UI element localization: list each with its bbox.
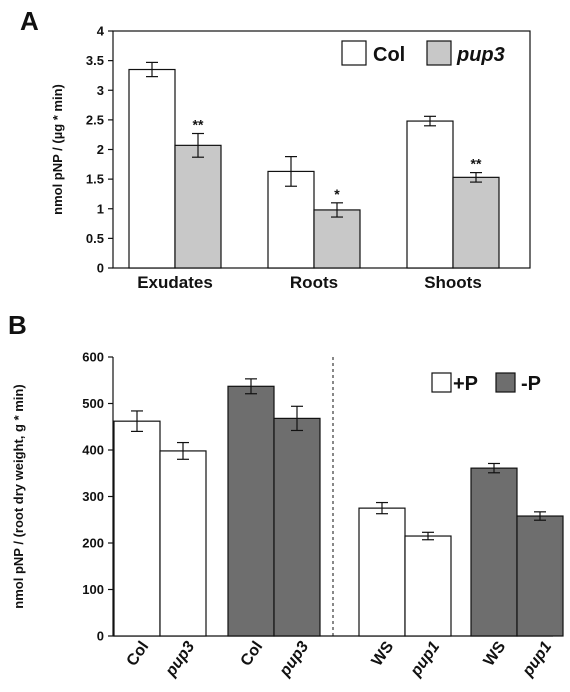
panel-a-letter: A [20,6,39,36]
y-tick-label: 3 [97,83,104,98]
bar-pup1-plus-p [404,535,452,637]
legend-swatch-minus-p [495,372,516,393]
x-category-label: pup3 [276,638,312,680]
bar-pup3-roots [313,209,361,269]
bar-col-minus-p [227,385,275,637]
significance-mark: * [334,186,340,202]
y-tick-label: 600 [82,350,104,365]
bar-ws-plus-p [358,507,406,637]
bar-pup3-minus-p [273,417,321,637]
y-tick-label: 100 [82,582,104,597]
bar-pup3-shoots [452,176,500,269]
panel-b-chart: 0 100 200 300 400 500 600 nmol pNP / (root dry … [11,350,564,680]
bar-col-plus-p [113,420,161,637]
y-tick-label: 200 [82,536,104,551]
y-tick-label: 400 [82,443,104,458]
legend-label-pup3: pup3 [456,44,505,66]
significance-mark: ** [471,156,482,172]
bar-pup3-exudates [174,144,222,269]
y-tick-label: 0.5 [86,231,104,246]
x-category-label: pup3 [162,638,198,680]
legend-label-plus-p: +P [453,373,478,395]
y-tick-label: 3.5 [86,53,104,68]
x-category-label: Roots [290,273,338,292]
legend-swatch-col [341,40,367,66]
y-tick-label: 500 [82,396,104,411]
x-category-label: Col [124,639,153,670]
bar-pup3-plus-p [159,450,207,637]
x-category-label: Col [238,639,267,670]
x-category-label: Exudates [137,273,213,292]
y-tick-label: 4 [97,24,105,39]
y-axis-label: nmol pNP / (µg * min) [50,84,65,215]
y-tick-label: 2 [97,142,104,157]
y-tick-label: 0 [97,261,104,276]
bar-pup1-minus-p [516,515,564,637]
y-axis-label: nmol pNP / (root dry weight, g * min) [11,384,26,608]
y-tick-label: 1.5 [86,172,104,187]
bar-col-exudates [128,68,176,269]
x-category-label: pup1 [407,638,443,680]
x-category-label: Shoots [424,273,482,292]
panel-b-letter: B [8,310,27,340]
bar-ws-minus-p [470,467,518,637]
bar-col-shoots [406,120,454,269]
significance-mark: ** [193,117,204,133]
legend-label-col: Col [373,44,405,66]
y-tick-label: 2.5 [86,112,104,127]
y-tick-label: 1 [97,201,104,216]
x-category-label: WS [369,638,398,669]
legend-swatch-plus-p [431,372,452,393]
y-tick-label: 300 [82,489,104,504]
x-category-label: WS [481,638,510,669]
legend-label-minus-p: -P [521,373,541,395]
y-tick-label: 0 [97,629,104,644]
x-category-label: pup1 [519,638,555,680]
legend-swatch-pup3 [426,40,452,66]
